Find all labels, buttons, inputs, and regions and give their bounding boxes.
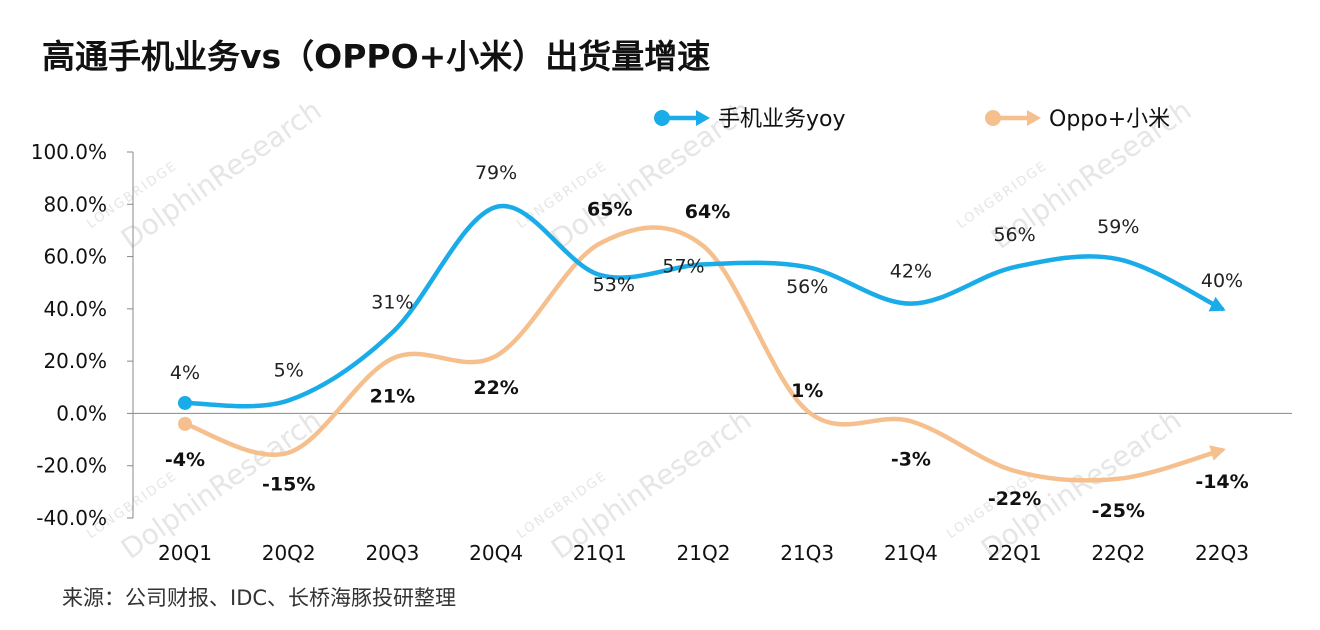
series-end-arrow	[1209, 445, 1226, 461]
data-label-oppo-xiaomi: 64%	[685, 201, 730, 223]
legend-label: Oppo+小米	[1049, 107, 1170, 132]
y-tick-label: -40.0%	[36, 506, 107, 530]
data-label-oppo-xiaomi: 65%	[587, 199, 632, 221]
data-label-oppo-xiaomi: -25%	[1092, 500, 1145, 522]
legend-arrow	[1027, 110, 1041, 126]
series-end-arrow	[1208, 296, 1226, 312]
y-tick-label: 40.0%	[43, 297, 107, 321]
data-label-oppo-xiaomi: -15%	[262, 474, 315, 496]
y-tick-label: 80.0%	[43, 192, 107, 216]
data-label-qualcomm: 56%	[993, 224, 1035, 246]
x-tick-label: 22Q3	[1195, 541, 1249, 565]
y-tick-label: 100.0%	[31, 140, 107, 164]
series-line-qualcomm	[182, 203, 1225, 409]
data-label-qualcomm: 57%	[662, 255, 704, 277]
series-start-marker	[178, 416, 192, 431]
source-note: 来源：公司财报、IDC、长桥海豚投研整理	[62, 586, 457, 610]
data-label-oppo-xiaomi: -22%	[988, 488, 1041, 510]
x-tick-label: 21Q4	[884, 541, 938, 565]
data-label-qualcomm: 56%	[786, 276, 828, 298]
data-label-qualcomm: 40%	[1201, 270, 1243, 292]
data-label-oppo-xiaomi: 22%	[473, 377, 518, 399]
x-tick-label: 21Q3	[780, 541, 834, 565]
x-tick-label: 20Q2	[262, 541, 316, 565]
data-label-oppo-xiaomi: -3%	[891, 448, 931, 470]
series-line-oppo-xiaomi	[182, 225, 1225, 483]
data-label-qualcomm: 42%	[890, 261, 932, 283]
x-tick-label: 21Q1	[573, 541, 627, 565]
y-tick-label: 0.0%	[56, 401, 107, 425]
axes: 100.0% 80.0% 60.0% 40.0% 20.0% 0.0% -20.0% -40.…	[31, 140, 1292, 565]
data-labels: 4% 5% 31% 79% 53% 57% 56% 42% 56% 59% 40% -4% -15% 21…	[165, 162, 1249, 522]
data-label-qualcomm: 59%	[1097, 216, 1139, 238]
x-tick-label: 22Q1	[988, 541, 1042, 565]
data-label-qualcomm: 79%	[475, 162, 517, 184]
x-tick-label: 21Q2	[677, 541, 731, 565]
data-label-oppo-xiaomi: -4%	[165, 449, 205, 471]
data-label-oppo-xiaomi: -14%	[1195, 471, 1248, 493]
data-label-oppo-xiaomi: 21%	[370, 386, 415, 408]
legend-label: 手机业务yoy	[718, 107, 846, 132]
legend-arrow	[696, 110, 710, 126]
data-label-qualcomm: 31%	[371, 291, 413, 313]
x-tick-label: 20Q4	[469, 541, 523, 565]
data-label-qualcomm: 53%	[593, 274, 635, 296]
legend: 手机业务yoy Oppo+小米	[654, 107, 1170, 132]
y-tick-label: 20.0%	[43, 349, 107, 373]
data-label-qualcomm: 4%	[170, 362, 200, 384]
x-tick-label: 20Q1	[158, 541, 212, 565]
series-lines	[178, 203, 1226, 483]
data-label-qualcomm: 5%	[274, 359, 304, 381]
y-tick-label: -20.0%	[36, 454, 107, 478]
chart-title: 高通手机业务vs（OPPO+小米）出货量增速	[42, 37, 711, 76]
data-label-oppo-xiaomi: 1%	[791, 380, 823, 402]
y-tick-label: 60.0%	[43, 245, 107, 269]
x-tick-label: 20Q3	[365, 541, 419, 565]
x-tick-label: 22Q2	[1091, 541, 1145, 565]
series-start-marker	[178, 395, 192, 410]
watermark-text: DolphinResearch	[115, 93, 327, 255]
